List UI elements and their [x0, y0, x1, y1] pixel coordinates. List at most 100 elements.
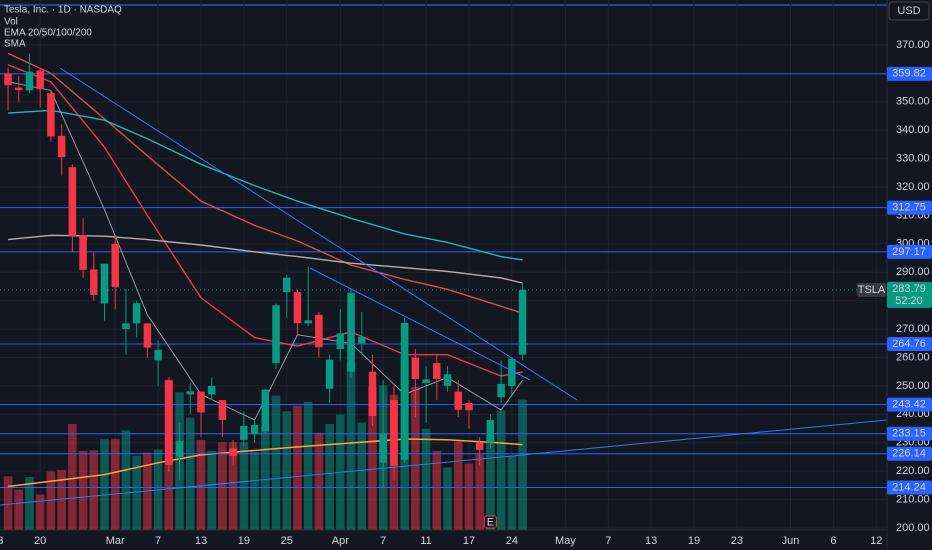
level-label: 359.82 — [892, 68, 926, 80]
candle-body — [154, 349, 162, 361]
candle-body — [508, 358, 516, 386]
candle-body — [368, 371, 377, 417]
volume-bar — [443, 467, 452, 530]
moving-average — [7, 52, 523, 314]
level-label-box — [887, 426, 932, 441]
candle-body — [411, 357, 420, 380]
candle-body — [282, 277, 291, 293]
level-label: 297.17 — [892, 246, 926, 258]
volume-bar — [132, 455, 141, 530]
price-label: 283.79 — [892, 283, 926, 295]
volume-bar — [250, 451, 259, 530]
volume-bar — [261, 425, 270, 530]
volume-bar — [303, 401, 313, 530]
x-tick-label: 13 — [645, 535, 657, 547]
volume-bar — [3, 476, 13, 530]
x-tick-label: 23 — [731, 535, 743, 547]
level-label: 233.15 — [892, 428, 926, 440]
candle-body — [497, 383, 505, 398]
level-label-box — [887, 244, 932, 259]
volume-bar — [14, 489, 24, 530]
x-tick-label: 11 — [420, 535, 431, 547]
trend-line — [0, 419, 887, 506]
volume-bar — [496, 410, 506, 530]
candle-body — [57, 135, 66, 158]
candle-body — [325, 359, 334, 389]
candle-body — [229, 448, 237, 457]
volume-bar — [421, 428, 431, 530]
volume-bar — [228, 442, 238, 530]
symbol-box — [857, 282, 886, 297]
volume-bar — [464, 463, 474, 530]
trend-lines — [0, 67, 887, 506]
volume-bar — [486, 435, 495, 530]
y-tick-label: 330.00 — [896, 152, 930, 164]
indicator-label: SMA — [4, 39, 26, 50]
candle-body — [390, 400, 398, 466]
currency-label[interactable]: USD — [897, 5, 920, 17]
x-tick-label: 7 — [380, 535, 386, 547]
level-label-box — [887, 480, 932, 495]
x-tick-label: 17 — [463, 535, 475, 547]
y-tick-label: 270.00 — [896, 323, 930, 335]
candle-body — [261, 389, 270, 432]
candle-body — [165, 380, 173, 465]
volume-bar — [25, 477, 34, 530]
moving-average — [7, 81, 524, 421]
volume-ma-line — [7, 438, 523, 488]
candle-body — [272, 305, 280, 364]
moving-average — [7, 234, 523, 284]
x-tick-label: Apr — [332, 535, 349, 547]
candle-body — [347, 292, 355, 372]
candle-body — [186, 391, 195, 395]
candle-body — [250, 424, 259, 435]
y-tick-label: 250.00 — [896, 380, 930, 392]
price-label-box — [887, 281, 932, 308]
level-label: 243.42 — [892, 399, 926, 411]
candle-body — [454, 391, 462, 410]
volume-bar — [475, 453, 484, 530]
candle-body — [400, 322, 409, 460]
trend-line — [59, 67, 578, 401]
level-label-box — [887, 397, 932, 412]
earnings-box — [483, 515, 497, 529]
candle-body — [90, 269, 98, 295]
volume-bar — [271, 395, 281, 530]
volume-bar — [196, 439, 206, 530]
level-label: 226.14 — [892, 448, 926, 460]
candle-body — [36, 70, 44, 90]
moving-average — [7, 109, 523, 261]
volume-bar — [35, 494, 45, 530]
volume-bar — [185, 417, 195, 530]
volume-bar — [207, 450, 216, 530]
x-tick-label: 20 — [34, 535, 46, 547]
volume-bar — [518, 399, 527, 530]
x-tick-label: 7 — [605, 535, 611, 547]
volume-bar — [239, 442, 249, 530]
volume-bar — [453, 441, 463, 530]
chart-title: Tesla, Inc. · 1D · NASDAQ — [4, 5, 122, 16]
indicator-label: EMA 20/50/100/200 — [4, 28, 92, 39]
volume-bar — [282, 411, 292, 530]
level-label-box — [887, 446, 932, 461]
x-tick-label: 25 — [281, 535, 293, 547]
volume-bar — [68, 424, 77, 530]
currency-button[interactable] — [888, 1, 930, 21]
level-label: 264.76 — [892, 338, 926, 350]
volume-bar — [110, 439, 120, 530]
y-tick-label: 290.00 — [896, 266, 930, 278]
y-tick-label: 370.00 — [896, 39, 930, 51]
candle-body — [475, 442, 484, 450]
candle-body — [79, 235, 87, 270]
candle-body — [293, 292, 302, 324]
candle-body — [207, 385, 216, 395]
candle-body — [315, 314, 323, 348]
candle-body — [443, 374, 452, 386]
trend-line — [309, 267, 531, 381]
volume-bar — [78, 450, 88, 530]
y-tick-label: 220.00 — [896, 465, 930, 477]
x-tick-label: 13 — [0, 535, 3, 547]
level-label: 312.75 — [892, 202, 926, 214]
earnings-label: E — [487, 516, 494, 528]
